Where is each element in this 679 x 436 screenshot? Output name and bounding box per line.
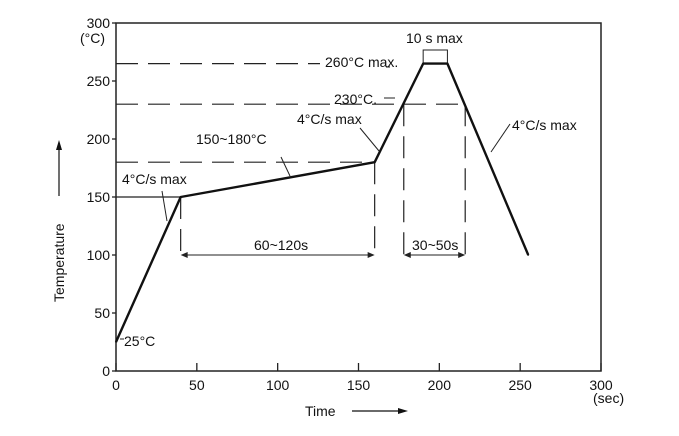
y-unit-label: (°C): [80, 30, 105, 46]
annotation-peak-time: 10 s max: [406, 30, 463, 46]
preheat-time-dimension-head: [367, 252, 375, 258]
y-tick-label: 100: [87, 247, 111, 263]
y-tick-label: 150: [87, 189, 111, 205]
profile-point: [527, 254, 530, 256]
profile-point: [373, 161, 376, 163]
x-tick-label: 100: [266, 377, 290, 393]
annotation-start-temp: 25°C: [124, 333, 155, 349]
profile-line: [114, 62, 530, 343]
y-tick-label: 250: [87, 73, 111, 89]
x-tick-label: 50: [189, 377, 205, 393]
x-tick-label: 300: [589, 377, 613, 393]
liquidus-time-dimension-head: [458, 252, 466, 258]
peak-time-bracket: [422, 49, 448, 64]
leader-preheat: [280, 156, 291, 177]
profile-point: [179, 196, 182, 198]
x-axis-label: Time: [305, 403, 336, 419]
liquidus-time-dimension-head: [403, 252, 411, 258]
y-axis-label: Temperature: [51, 223, 67, 302]
leader-ramp2: [359, 127, 380, 152]
annotation-preheat-time: 60~120s: [254, 237, 308, 253]
annotation-liquidus: 230°C.: [334, 91, 377, 107]
y-tick-label: 300: [87, 15, 111, 31]
annotation-liquidus-time: 30~50s: [412, 237, 458, 253]
y-arrow-head: [56, 140, 62, 150]
annotation-ramp1: 4°C/s max: [122, 171, 187, 187]
annotation-ramp2: 4°C/s max: [297, 111, 362, 127]
leader-cooling: [490, 123, 511, 153]
plot-frame: [115, 22, 602, 372]
y-tick-label: 200: [87, 131, 111, 147]
profile-point: [422, 62, 424, 65]
annotation-cooling: 4°C/s max: [512, 117, 577, 133]
leader-ramp1: [161, 190, 168, 222]
x-arrow-head: [398, 408, 408, 414]
x-tick-label: 0: [112, 377, 120, 393]
x-tick-label: 200: [428, 377, 452, 393]
x-unit-label: (sec): [593, 390, 624, 406]
profile-point: [446, 62, 449, 65]
profile-point: [115, 341, 117, 343]
annotation-preheat: 150~180°C: [196, 131, 267, 147]
annotation-peak: 260°C max.: [325, 54, 398, 70]
x-tick-label: 250: [508, 377, 532, 393]
y-tick-label: 0: [102, 363, 110, 379]
preheat-time-dimension-head: [180, 252, 188, 258]
x-tick-label: 150: [347, 377, 371, 393]
y-tick-label: 50: [94, 305, 110, 321]
